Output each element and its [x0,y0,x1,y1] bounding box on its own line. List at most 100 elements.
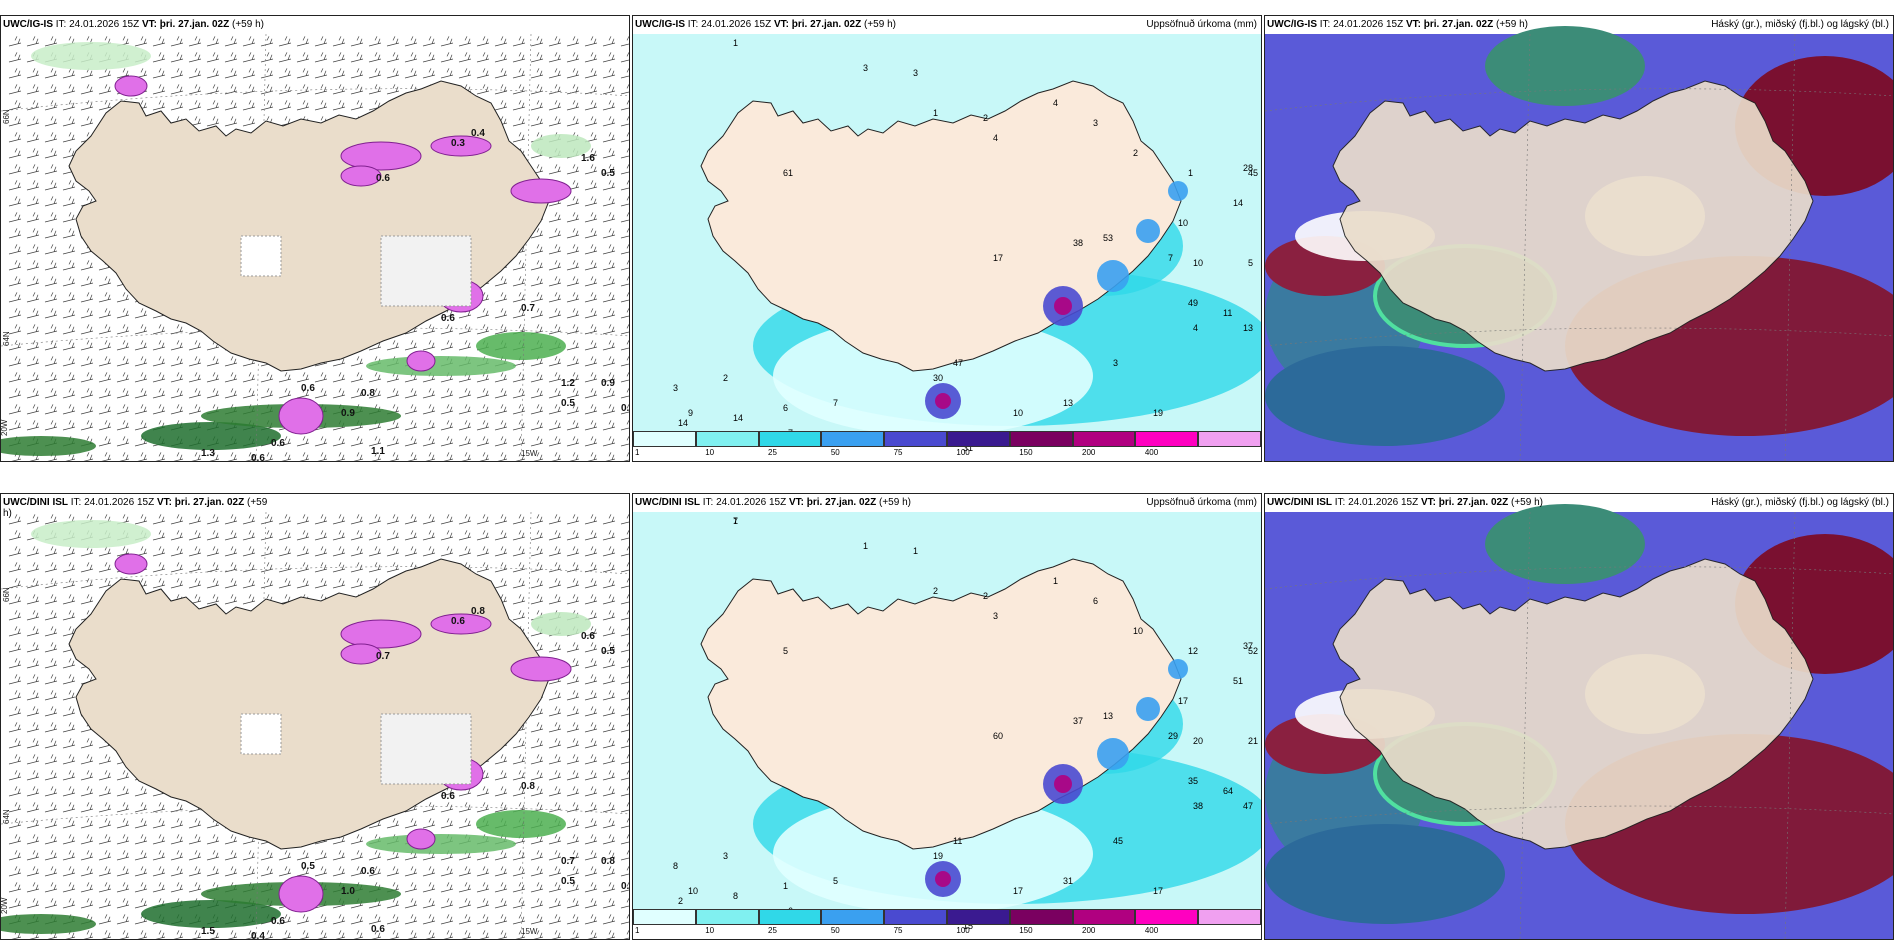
precip-value-label: 2 [1133,148,1138,158]
precip-value-label: 1 [933,108,938,118]
precip-value-label: 10 [688,886,698,896]
precip-value-label: 2 [983,113,988,123]
icing-value-label: 0.5 [601,168,615,179]
precip-value-label: 7 [1168,253,1173,263]
precip-value-label: 6 [783,403,788,413]
precip-value-label: 17 [1153,886,1163,896]
precip-value-label: 13 [1063,398,1073,408]
icing-value-label: 0.6 [441,313,455,324]
colorbar-tick-label: 10 [705,448,715,457]
precip-value-label: 17 [1178,696,1188,706]
panel-wind-icing-top: UWC/IG-IS IT: 24.01.2026 15Z VT: þri. 27… [0,15,630,462]
precip-value-label: 38 [1193,801,1203,811]
precip-value-label: 30 [933,373,943,383]
precip-value-label: 3 [863,63,868,73]
panel-precip-top: UWC/IG-IS IT: 24.01.2026 15Z VT: þri. 27… [632,15,1262,462]
panel-header: UWC/IG-IS IT: 24.01.2026 15Z VT: þri. 27… [3,19,264,30]
precip-value-label: 13 [1103,711,1113,721]
lat-lon-grid [1265,33,1893,461]
icing-value-label: 0.6 [301,383,315,394]
panel-subtitle: Háský (gr.), miðský (fj.bl.) og lágský (… [1711,19,1889,30]
precip-value-label: 12 [1188,646,1198,656]
icing-value-label: 0.6 [271,438,285,449]
panel-header: UWC/IG-IS IT: 24.01.2026 15Z VT: þri. 27… [635,19,896,30]
colorbar-tick-label: 1 [635,926,640,935]
colorbar-swatch [1009,909,1073,925]
panel-header: UWC/IG-IS IT: 24.01.2026 15Z VT: þri. 27… [1267,19,1528,30]
precip-value-label: 5 [783,646,788,656]
axis-coordinate-label: 15W [521,927,538,936]
precip-value-label: 47 [1243,801,1253,811]
icing-value-label: 1.1 [371,446,385,457]
axis-coordinate-label: 20W [1,897,9,914]
precip-maximum [1097,738,1129,770]
colorbar-tick-label: 100 [956,448,970,457]
axis-coordinate-label: 64N [2,809,11,824]
icing-value-label: 0.8 [601,856,615,867]
precip-value-label: 3 [723,851,728,861]
icing-value-label: 1.6 [581,153,595,164]
colorbar-tick-label: 25 [768,448,777,457]
icing-value-label: 0.9 [341,408,355,419]
turbulence-area [340,643,382,665]
precip-maximum [935,871,951,887]
high-cloud-area [1485,504,1645,584]
axis-coordinate-label: 66N [2,587,11,602]
turbulence-shading [114,75,572,435]
icing-area [366,356,516,376]
icing-value-label: 0.6 [251,453,265,462]
precip-value-label: 11 [1223,308,1232,318]
icing-value-label: 0.8 [361,388,375,399]
precip-value-label: 47 [953,358,963,368]
icing-value-label: 1.3 [201,448,215,459]
turbulence-area [406,828,436,850]
mid-cloud-area [1265,346,1505,446]
colorbar-swatch [947,431,1010,447]
icing-value-label: 0.5 [561,876,575,887]
precip-value-label: 31 [1063,876,1073,886]
colorbar-tick-label: 50 [830,448,840,457]
precip-value-label: 19 [1153,408,1163,418]
precip-value-label: 3 [913,68,918,78]
precip-value-label: 10 [1133,626,1143,636]
icing-area [1,436,96,456]
precip-maximum [935,393,951,409]
precip-value-label: 8 [733,891,738,901]
precip-maximum [1136,219,1160,243]
colorbar-tick-label: 150 [1019,448,1033,457]
icing-value-label: 1.0 [341,886,355,897]
axis-coordinate-label: 15W [521,449,538,458]
precip-value-label: 2 [983,591,988,601]
precip-value-label: 14 [1233,198,1243,208]
precip-value-label: 1 [733,38,738,48]
precip-value-label: 21 [1248,736,1258,746]
precip-value-label: 1 [733,516,738,526]
panel-wind-icing-bottom: UWC/DINI ISL IT: 24.01.2026 15Z VT: þri.… [0,493,630,940]
icing-value-label: 0.7 [521,303,535,314]
precip-value-label: 53 [1103,233,1113,243]
precip-value-label: 19 [933,851,943,861]
precip-value-label: 45 [1248,168,1258,178]
precip-value-label: 9 [688,408,693,418]
icing-area [141,900,281,928]
colorbar: 1 10 25 50 75 100 150 200 400 [633,909,1261,937]
precip-value-label: 49 [1188,298,1198,308]
precip-value-label: 13 [1243,323,1253,333]
precip-value-label: 1 [913,546,918,556]
turbulence-area [278,397,324,435]
precip-value-label: 1 [1053,576,1058,586]
precip-value-label: 14 [733,413,743,423]
precip-value-label: 45 [1113,836,1123,846]
precip-value-label: 7 [733,516,738,526]
colorbar-swatch [1135,909,1199,925]
icing-area [366,834,516,854]
icing-value-label: 0.6 [271,916,285,927]
map-canvas: 0.6 0.8 0.6 0.7 0.8 0.6 0.5 0.5 1.0 0.6 0.5 0.3 0.4 0… [1,494,629,939]
precip-value-label: 4 [993,133,998,143]
colorbar-swatch [695,431,759,447]
icing-area [141,422,281,450]
colorbar-tick-label: 75 [893,926,903,935]
colorbar-swatch [884,431,947,447]
precip-value-label: 1 [783,881,788,891]
